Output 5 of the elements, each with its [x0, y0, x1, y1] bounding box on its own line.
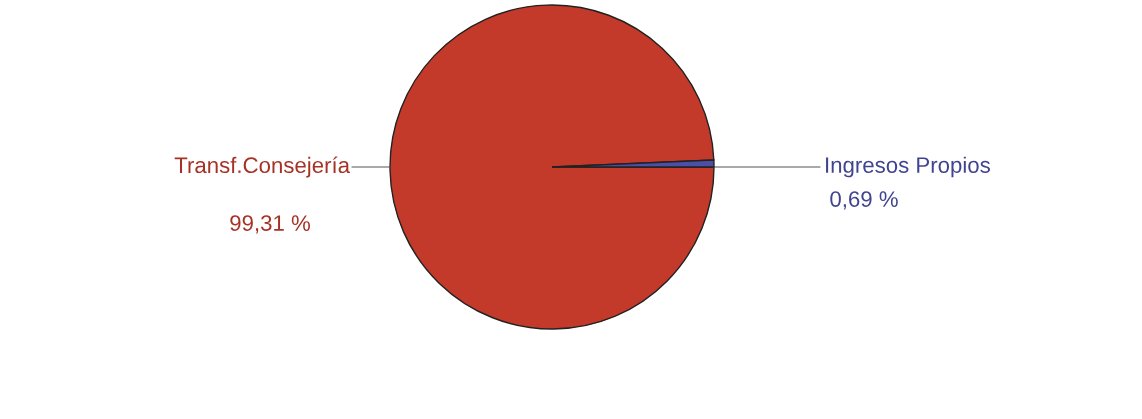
data-label: 99,31 % — [230, 215, 310, 234]
data-label: 0,69 % — [830, 191, 898, 210]
pie-slice — [389, 4, 715, 330]
slice-label: Transf.Consejería — [174, 156, 351, 178]
slice-label: Ingresos Propios — [826, 156, 990, 178]
